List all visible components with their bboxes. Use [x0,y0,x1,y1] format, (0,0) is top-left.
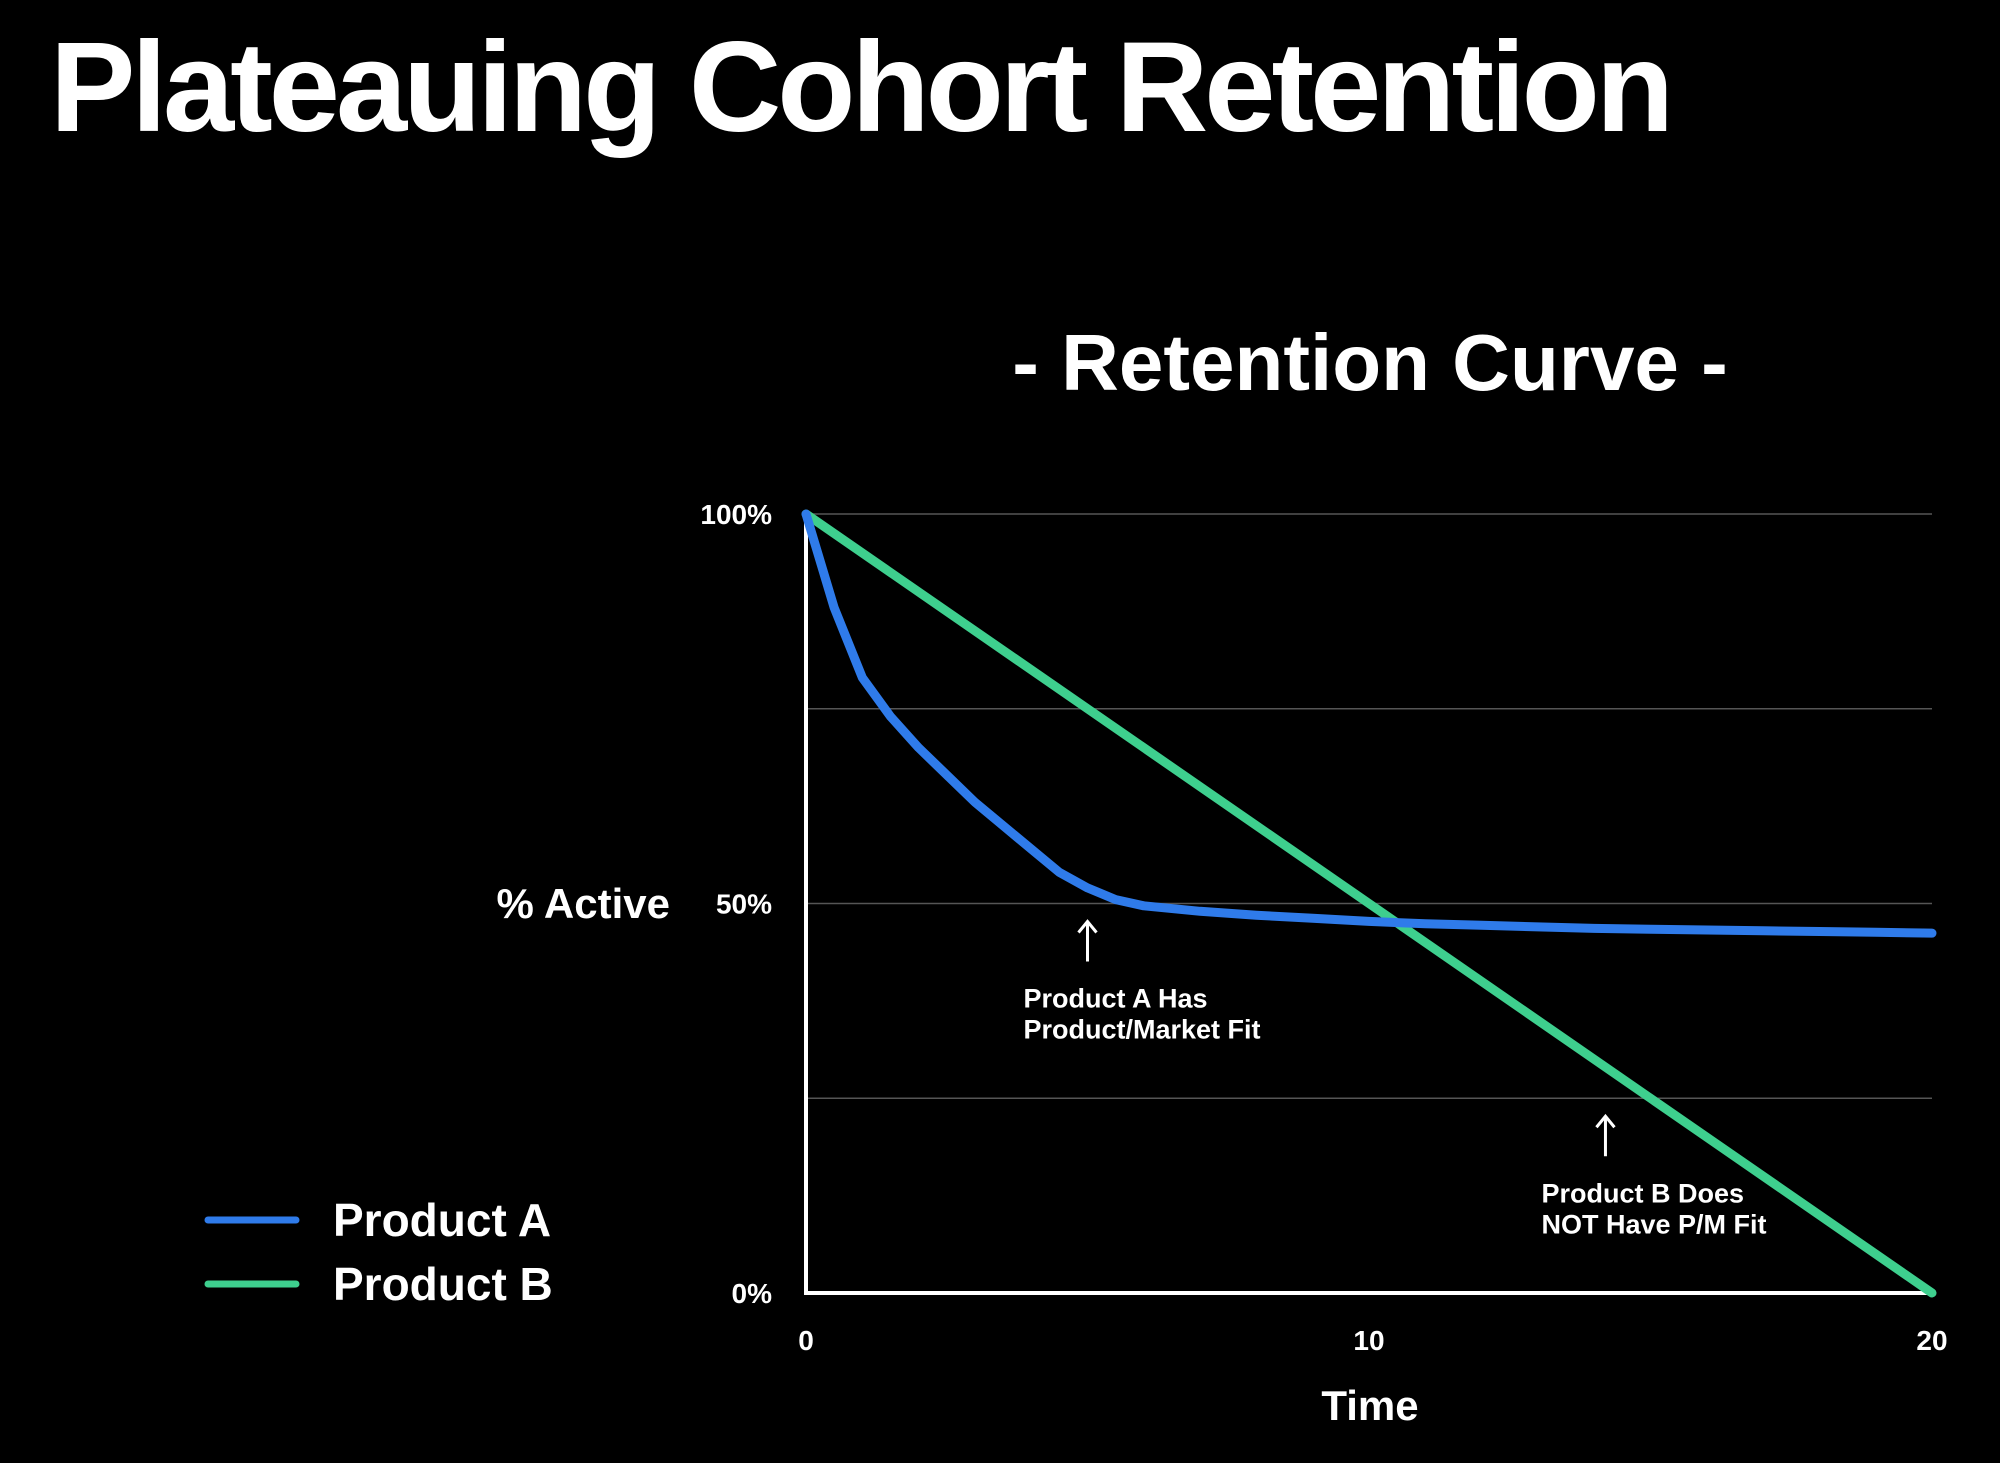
x-tick-label: 10 [1353,1325,1384,1356]
annotation-text: Product B Does [1541,1178,1744,1208]
annotation-text: NOT Have P/M Fit [1541,1209,1766,1239]
annotation-arrowhead [1595,1113,1616,1129]
x-tick-label: 0 [798,1325,814,1356]
x-axis-label: Time [1321,1382,1418,1429]
chart-title: - Retention Curve - [1012,318,1728,407]
series-line-product-a [801,509,1937,938]
y-tick-label: 100% [700,499,772,530]
legend-label: Product B [333,1258,553,1310]
y-axis-label: % Active [496,880,670,927]
legend-label: Product A [333,1194,551,1246]
annotation-text: Product A Has [1024,984,1208,1014]
annotation-text: Product/Market Fit [1024,1015,1261,1045]
slide-title: Plateauing Cohort Retention [50,16,1674,159]
annotation-arrowhead [1077,919,1098,934]
y-tick-label: 50% [716,889,772,920]
legend-item-product-b: Product B [204,1258,553,1310]
series-line-product-b [801,509,1937,1298]
x-tick-label: 20 [1916,1325,1947,1356]
legend-item-product-a: Product A [204,1194,551,1246]
y-tick-label: 0% [732,1278,773,1309]
